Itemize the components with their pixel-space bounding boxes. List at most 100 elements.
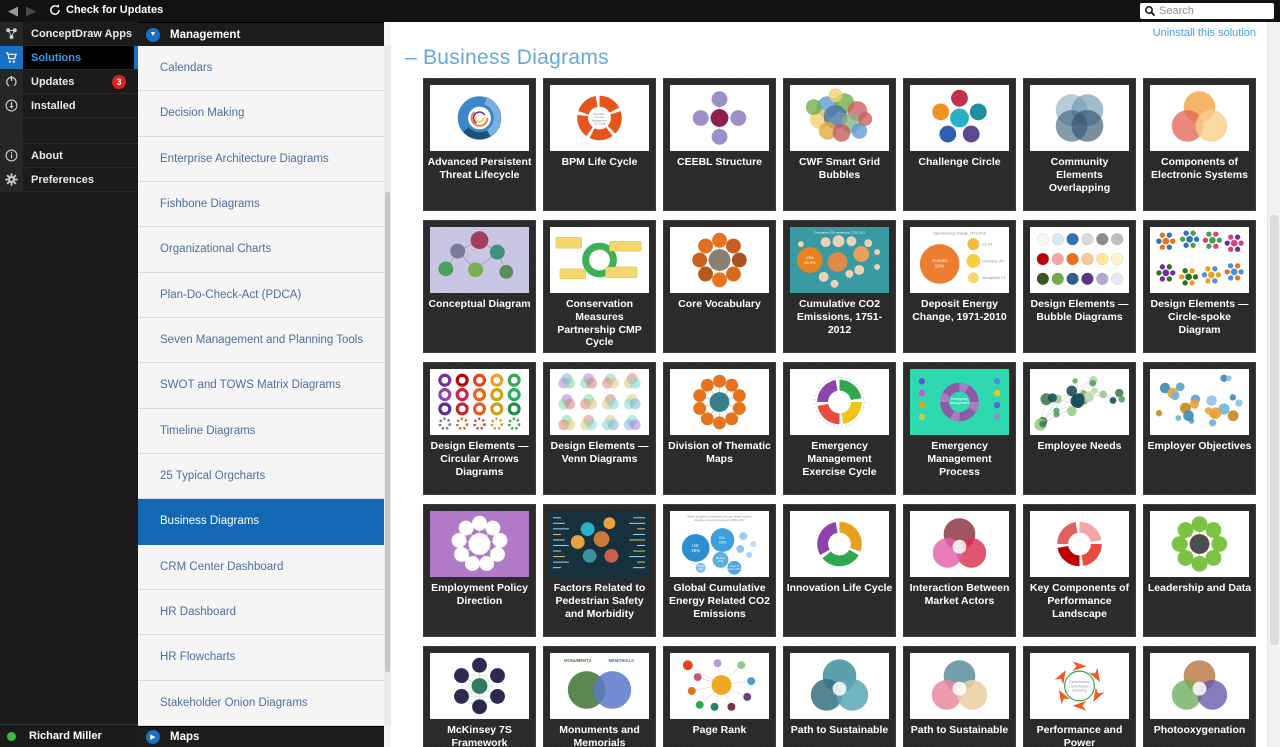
solution-card-global-cumulative-energy-related-co2-emissions[interactable]: Share of global cumulative energy relate… [663, 504, 776, 637]
solution-card-mckinsey-7s-framework[interactable]: McKinsey 7S Framework [423, 646, 536, 747]
solution-card-design-elements-circle-spoke-diagram[interactable]: Design Elements — Circle-spoke Diagram [1143, 220, 1256, 353]
svg-text:Cumulative CO₂ emissions, 1751: Cumulative CO₂ emissions, 1751-2012 [814, 230, 865, 234]
svg-text:Ice 3%: Ice 3% [982, 242, 992, 246]
subnav-item-fishbone-diagrams[interactable]: Fishbone Diagrams [138, 181, 384, 228]
category-item-list: Calendars Decision Making Enterprise Archi… [138, 46, 384, 726]
subnav-item-timeline-diagrams[interactable]: Timeline Diagrams [138, 408, 384, 454]
subnav-item-hr-dashboard[interactable]: HR Dashboard [138, 589, 384, 636]
info-icon [0, 144, 23, 167]
card-thumbnail [1150, 85, 1249, 151]
appnav-item-updates[interactable]: Updates 3 [0, 70, 138, 94]
solution-card-emergency-management-process[interactable]: Emergency Management Emergency Management … [903, 362, 1016, 495]
solution-card-conceptual-diagram[interactable]: Conceptual Diagram [423, 220, 536, 353]
solution-card-employer-objectives[interactable]: Employer Objectives [1143, 362, 1256, 495]
solution-card-leadership-and-data[interactable]: Leadership and Data [1143, 504, 1256, 637]
content-scrollbar-thumb[interactable] [1270, 215, 1279, 645]
subnav-item-plan-do-check-act-pdca[interactable]: Plan-Do-Check-Act (PDCA) [138, 272, 384, 318]
user-row[interactable]: Richard Miller [0, 724, 138, 747]
subnav-item-swot-and-tows-matrix-diagrams[interactable]: SWOT and TOWS Matrix Diagrams [138, 363, 384, 409]
card-label: Conceptual Diagram [428, 298, 531, 310]
card-thumbnail [790, 653, 889, 719]
appnav-item-preferences[interactable]: Preferences [0, 168, 138, 192]
subnav-item-25-typical-orgcharts[interactable]: 25 Typical Orgcharts [138, 453, 384, 500]
collapse-section-icon[interactable]: – [405, 46, 417, 69]
category-scrollbar[interactable] [384, 46, 391, 726]
subnav-item-hr-flowcharts[interactable]: HR Flowcharts [138, 635, 384, 681]
solution-card-emergency-management-exercise-cycle[interactable]: Emergency Management Exercise Cycle [783, 362, 896, 495]
appnav-item-about[interactable]: About [0, 144, 138, 168]
back-icon[interactable]: ◀ [8, 3, 18, 18]
search-input[interactable] [1159, 5, 1269, 17]
search-box[interactable] [1140, 3, 1274, 19]
card-thumbnail [670, 227, 769, 293]
card-thumbnail [1030, 369, 1129, 435]
forward-icon[interactable]: ▶ [26, 3, 36, 18]
card-thumbnail [430, 85, 529, 151]
appnav-item-label: ConceptDraw Apps [31, 27, 133, 40]
solution-card-division-of-thematic-maps[interactable]: Division of Thematic Maps [663, 362, 776, 495]
subnav-item-business-diagrams[interactable]: Business Diagrams [138, 499, 384, 545]
solution-card-components-of-electronic-systems[interactable]: Components of Electronic Systems [1143, 78, 1256, 211]
appnav-item-conceptdraw-apps[interactable]: ConceptDraw Apps [0, 22, 138, 46]
solution-card-design-elements-venn-diagrams[interactable]: Design Elements — Venn Diagrams [543, 362, 656, 495]
appnav-item-solutions[interactable]: Solutions [0, 46, 138, 70]
card-label: Conservation Measures Partnership CMP Cy… [557, 298, 642, 349]
subnav-item-crm-center-dashboard[interactable]: CRM Center Dashboard [138, 544, 384, 590]
solution-card-conservation-measures-partnership-cmp-cycle[interactable]: Conservation Measures Partnership CMP Cy… [543, 220, 656, 353]
solution-card-community-elements-overlapping[interactable]: Community Elements Overlapping [1023, 78, 1136, 211]
solution-card-bpm-life-cycle[interactable]: Business Process Management Life-Cycle BPM L… [543, 78, 656, 211]
solution-card-interaction-between-market-actors[interactable]: Interaction Between Market Actors [903, 504, 1016, 637]
solution-card-cumulative-co2-emissions-1751-2012[interactable]: Cumulative CO₂ emissions, 1751-2012 USA 26… [783, 220, 896, 353]
solution-card-employee-needs[interactable]: Employee Needs [1023, 362, 1136, 495]
subnav-item-calendars[interactable]: Calendars [138, 46, 384, 92]
subnav-item-enterprise-architecture-diagrams[interactable]: Enterprise Architecture Diagrams [138, 136, 384, 182]
card-label: Emergency Management Exercise Cycle [802, 440, 877, 478]
user-status-icon [7, 731, 16, 741]
category-header-maps[interactable]: ▶ Maps [138, 726, 384, 747]
category-header-management[interactable]: ▼ Management [138, 22, 384, 46]
chevron-right-icon: ▶ [146, 730, 160, 744]
solution-card-design-elements-bubble-diagrams[interactable]: Design Elements — Bubble Diagrams [1023, 220, 1136, 353]
uninstall-solution-link[interactable]: Uninstall this solution [1152, 27, 1256, 39]
solution-card-challenge-circle[interactable]: Challenge Circle [903, 78, 1016, 211]
solution-card-deposit-energy-change-1971-2010[interactable]: Deposit energy change, 1971-2010 Oceans 93… [903, 220, 1016, 353]
solution-card-core-vocabulary[interactable]: Core Vocabulary [663, 220, 776, 353]
card-label: Core Vocabulary [678, 298, 761, 310]
solution-card-ceebl-structure[interactable]: CEEBL Structure [663, 78, 776, 211]
subnav-item-seven-management-and-planning-tools[interactable]: Seven Management and Planning Tools [138, 317, 384, 364]
card-label: Challenge Circle [918, 156, 1001, 168]
solution-card-path-to-sustainable[interactable]: Path to Sustainable [903, 646, 1016, 747]
subnav-item-stakeholder-onion-diagrams[interactable]: Stakeholder Onion Diagrams [138, 680, 384, 726]
card-label: Community Elements Overlapping [1048, 156, 1111, 194]
solution-card-performance-and-power[interactable]: Performance and Power Modeling Performance … [1023, 646, 1136, 747]
card-thumbnail [430, 369, 529, 435]
subnav-item-organizational-charts[interactable]: Organizational Charts [138, 227, 384, 273]
check-for-updates-label[interactable]: Check for Updates [66, 4, 164, 16]
subnav-item-decision-making[interactable]: Decision Making [138, 91, 384, 137]
appnav-item-installed[interactable]: Installed [0, 94, 138, 118]
solution-card-photooxygenation[interactable]: Photooxygenation [1143, 646, 1256, 747]
category-footer-label: Maps [170, 731, 200, 743]
category-scrollbar-thumb[interactable] [385, 192, 390, 672]
svg-text:MONUMENTS: MONUMENTS [564, 658, 591, 663]
refresh-icon[interactable] [48, 3, 62, 22]
solution-card-monuments-and-memorials[interactable]: MONUMENTS MEMORIALS Monuments and Memorial… [543, 646, 656, 747]
solution-card-cwf-smart-grid-bubbles[interactable]: CWF Smart Grid Bubbles [783, 78, 896, 211]
solution-card-innovation-life-cycle[interactable]: Innovation Life Cycle [783, 504, 896, 637]
solution-card-design-elements-circular-arrows-diagrams[interactable]: Design Elements — Circular Arrows Diagra… [423, 362, 536, 495]
solution-card-employment-policy-direction[interactable]: Employment Policy Direction [423, 504, 536, 637]
solution-card-factors-related-to-pedestrian-safety-and-morbidity[interactable]: Factors Related to Pedestrian Safety and… [543, 504, 656, 637]
content-scrollbar[interactable] [1267, 22, 1280, 747]
solution-card-key-components-of-performance-landscape[interactable]: Key Components of Performance Landscape [1023, 504, 1136, 637]
cart-icon [0, 46, 23, 69]
card-thumbnail [790, 511, 889, 577]
solution-card-path-to-sustainable[interactable]: Path to Sustainable [783, 646, 896, 747]
solution-card-page-rank[interactable]: Page Rank [663, 646, 776, 747]
solution-card-advanced-persistent-threat-lifecycle[interactable]: Advanced Persistent Threat Lifecycle [423, 78, 536, 211]
card-thumbnail [430, 653, 529, 719]
